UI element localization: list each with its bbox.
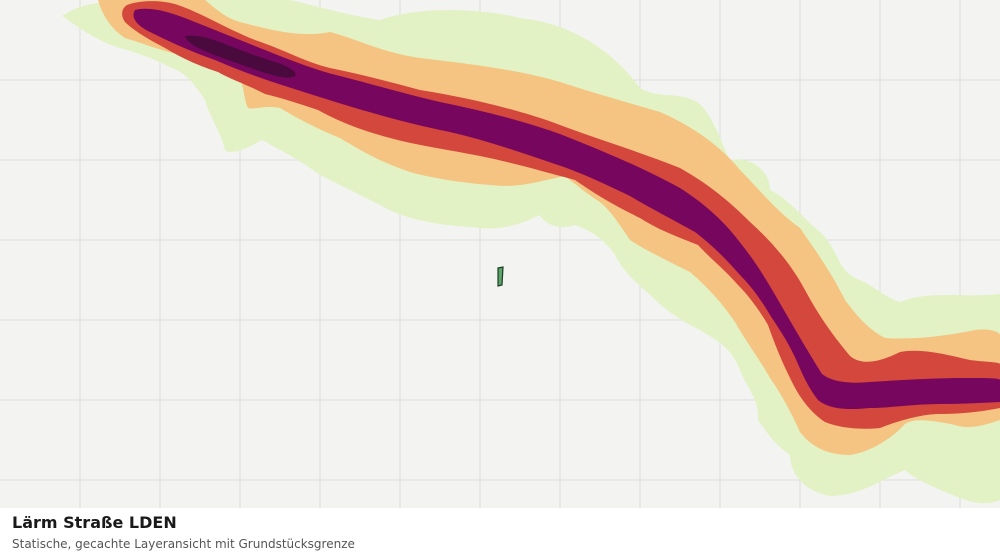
map-caption: Lärm Straße LDEN Statische, gecachte Lay… (0, 508, 1000, 560)
noise-map[interactable] (0, 0, 1000, 508)
layer-subtitle: Statische, gecachte Layeransicht mit Gru… (12, 537, 355, 551)
noise-zone-band-1 (62, 0, 1000, 504)
parcel-boundary[interactable] (497, 266, 504, 287)
layer-title: Lärm Straße LDEN (12, 513, 177, 532)
noise-zone-band-5 (185, 35, 296, 78)
